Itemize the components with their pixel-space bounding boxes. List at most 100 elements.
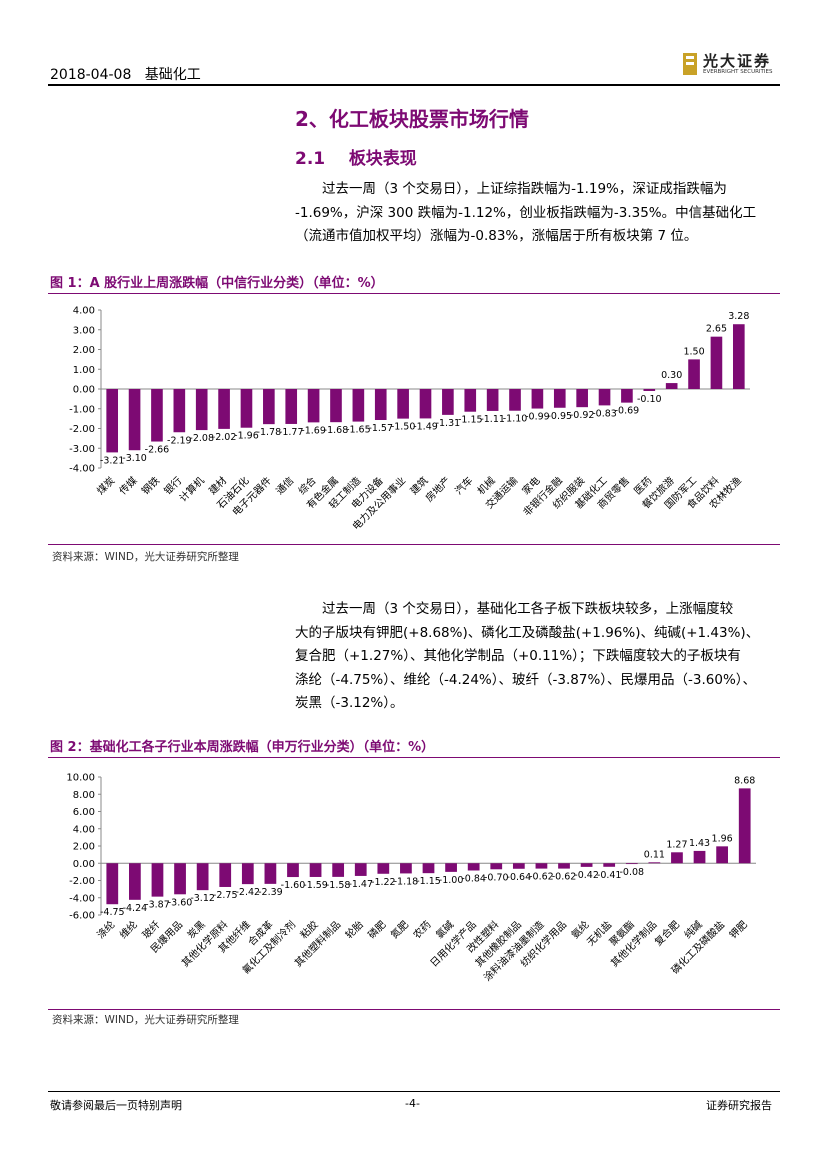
data-label: -0.08 <box>619 867 644 878</box>
bar-商贸零售 <box>621 389 633 403</box>
chart2-plot: 10.00 8.00 6.00 4.00 2.00 0.00 -2.00 -4.00 -6.00… <box>66 773 756 984</box>
data-label: -1.11 <box>480 414 505 425</box>
bar-通信 <box>285 389 298 424</box>
y-tick-label: 1.00 <box>73 365 95 376</box>
y-tick-label: 2.00 <box>73 345 95 356</box>
y-tick-label: -4.00 <box>69 464 95 475</box>
data-label: -2.75 <box>213 890 238 901</box>
y-tick-label: -3.00 <box>69 444 95 455</box>
bar-炭黑 <box>196 863 209 891</box>
data-label: -1.96 <box>234 431 259 442</box>
bar-纺织服装 <box>576 389 588 408</box>
data-label: -3.12 <box>190 893 215 904</box>
figure1-source-rule <box>48 544 780 545</box>
bar-涂料油漆油墨制造 <box>535 863 548 869</box>
bar-磷化工及磷酸盐 <box>716 846 728 864</box>
data-label: -2.08 <box>189 433 214 444</box>
category-label: 汽车 <box>452 474 475 497</box>
y-tick-label: 0.00 <box>73 385 95 396</box>
data-label: -1.15 <box>458 415 483 426</box>
bar-银行 <box>173 389 186 433</box>
y-tick-label: -4.00 <box>69 893 95 904</box>
figure2-source: 资料来源：WIND，光大证券研究所整理 <box>52 1014 239 1026</box>
bar-家电 <box>531 389 544 409</box>
bar-涤纶 <box>106 863 119 905</box>
category-label: 涤纶 <box>94 918 117 941</box>
data-label: -3.21 <box>100 455 125 466</box>
category-label: 钾肥 <box>726 918 749 941</box>
data-label: -1.68 <box>324 425 349 436</box>
paragraph-2: 过去一周（3 个交易日），基础化工各子板下跌板块较多，上涨幅度较 大的子版块有钾… <box>295 598 780 716</box>
data-label: -0.70 <box>484 872 509 883</box>
bar-玻纤 <box>151 863 164 897</box>
data-label: -2.66 <box>145 445 170 456</box>
bar-电力设备 <box>374 389 387 421</box>
data-label: 0.30 <box>661 370 682 381</box>
data-label: -1.10 <box>503 414 528 425</box>
bar-磷肥 <box>377 863 390 874</box>
data-label: -0.69 <box>615 406 640 417</box>
bar-氮肥 <box>400 863 412 874</box>
data-label: -4.75 <box>100 907 125 918</box>
data-label: -1.65 <box>346 425 371 436</box>
bar-建材 <box>218 389 230 429</box>
category-label: 通信 <box>274 475 297 498</box>
category-label: 传媒 <box>117 475 140 498</box>
data-label: -1.69 <box>301 425 326 436</box>
chart2-svg: 10.00 8.00 6.00 4.00 2.00 0.00 -2.00 -4.00 -6.00… <box>66 773 756 984</box>
bar-房地产 <box>442 389 454 415</box>
bar-轮胎 <box>354 863 367 876</box>
category-label: 房地产 <box>423 474 453 504</box>
figure1-rule <box>48 293 780 294</box>
logo-name-en: EVERBRIGHT SECURITIES <box>703 69 773 75</box>
para2-line3: 复合肥（+1.27%）、其他化学制品（+0.11%）；下跌幅度较大的子板块有 <box>295 648 741 664</box>
category-label: 氮肥 <box>388 918 411 941</box>
bar-传媒 <box>128 389 141 451</box>
bar-有色金属 <box>330 389 342 423</box>
y-tick-label: 3.00 <box>73 325 95 336</box>
data-label: 0.11 <box>644 849 665 860</box>
bar-其他化学原料 <box>219 863 232 887</box>
data-label: -1.00 <box>439 875 464 886</box>
bar-电子元器件 <box>263 389 275 425</box>
footer-rule <box>48 1091 780 1092</box>
bar-氟化工及制冷剂 <box>287 863 299 878</box>
subsection-text: 板块表现 <box>348 149 417 169</box>
bar-汽车 <box>464 389 477 412</box>
bar-医药 <box>643 389 656 391</box>
bar-建筑 <box>419 389 432 419</box>
figure2-title: 图 2：基础化工各子行业本周涨跌幅（申万行业分类）（单位：%） <box>50 740 435 755</box>
data-label: -1.15 <box>416 876 441 887</box>
para2-line4: 涤纶（-4.75%）、维纶（-4.24%）、玻纤（-3.87%）、民爆用品（-3… <box>295 671 757 688</box>
y-tick-label: 6.00 <box>73 807 95 818</box>
data-label: 8.68 <box>734 775 755 786</box>
category-label: 计算机 <box>176 474 206 504</box>
bar-其他纤维 <box>241 863 254 885</box>
data-label: -0.41 <box>597 870 622 881</box>
data-label: -2.39 <box>258 887 283 898</box>
subsection-number: 2.1 <box>295 149 326 169</box>
category-label: 复合肥 <box>652 918 682 948</box>
bar-氯碱 <box>445 863 457 872</box>
para2-line2: 大的子版块有钾肥(+8.68%)、磷化工及磷酸盐(+1.96%)、纯碱(+1.4… <box>295 624 760 641</box>
data-label: -0.62 <box>529 872 554 883</box>
data-label: -1.50 <box>391 422 416 433</box>
bar-维纶 <box>129 863 141 900</box>
data-label: -4.24 <box>123 903 148 914</box>
category-label: 煤炭 <box>94 474 117 497</box>
chart1-plot: 4.00 3.00 2.00 1.00 0.00 -1.00 -2.00 -3.00 -4.00… <box>69 306 750 533</box>
y-tick-label: 0.00 <box>73 859 95 870</box>
figure1-source: 资料来源：WIND，光大证券研究所整理 <box>52 551 239 563</box>
header-date-category: 2018-04-08 基础化工 <box>50 64 201 84</box>
bar-交通运输 <box>509 389 521 411</box>
data-label: -0.83 <box>592 408 617 419</box>
data-label: -1.59 <box>303 880 328 891</box>
data-label: -0.92 <box>570 410 595 421</box>
bar-农林牧渔 <box>732 324 745 389</box>
data-label: -0.62 <box>552 872 577 883</box>
data-label: -2.42 <box>236 887 261 898</box>
figure1-title: 图 1：A 股行业上周涨跌幅（中信行业分类）（单位：%） <box>50 276 384 291</box>
paragraph-1: 过去一周（3 个交易日），上证综指跌幅为-1.19%，深证成指跌幅为 -1.69… <box>295 178 780 249</box>
footer-report-type: 证券研究报告 <box>706 1099 772 1112</box>
section-title: 2、化工板块股票市场行情 <box>295 107 529 131</box>
